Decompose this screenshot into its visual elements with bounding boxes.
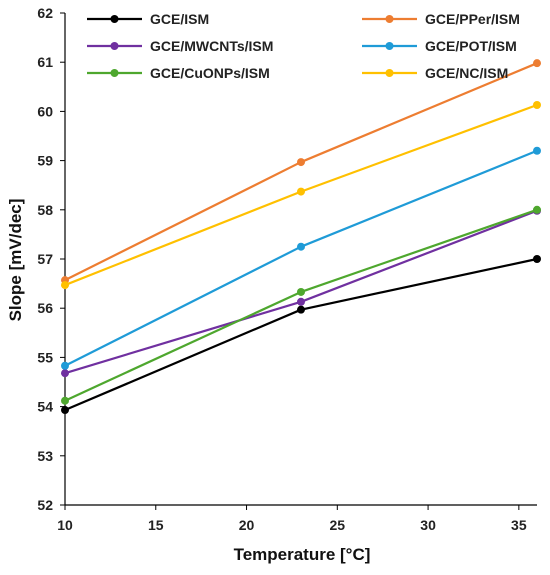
y-tick-label: 57 — [37, 251, 53, 267]
data-point — [61, 281, 69, 290]
data-point — [297, 158, 305, 167]
data-point — [533, 59, 541, 68]
data-point — [297, 242, 305, 251]
legend-label: GCE/POT/ISM — [425, 38, 517, 54]
y-tick-label: 55 — [37, 349, 53, 365]
series-0 — [61, 255, 541, 415]
legend-item: GCE/PPer/ISM — [362, 11, 520, 27]
series-5 — [61, 101, 541, 290]
legend-swatch-marker — [385, 42, 394, 50]
y-tick-label: 61 — [37, 54, 53, 70]
y-axis-title: Slope [mV/dec] — [6, 199, 25, 322]
data-point — [297, 305, 305, 314]
data-point — [533, 205, 541, 214]
data-point — [61, 361, 69, 370]
x-tick-label: 25 — [330, 517, 346, 533]
y-tick-label: 53 — [37, 448, 53, 464]
legend-item: GCE/CuONPs/ISM — [87, 65, 270, 81]
legend-label: GCE/ISM — [150, 11, 209, 27]
series-4 — [61, 205, 541, 405]
legend-swatch-marker — [385, 15, 394, 23]
y-tick-label: 62 — [37, 5, 53, 21]
data-point — [297, 187, 305, 196]
y-tick-label: 52 — [37, 497, 53, 513]
data-point — [533, 146, 541, 155]
legend-swatch-marker — [110, 15, 119, 23]
series-line — [64, 257, 538, 412]
data-point — [61, 369, 69, 378]
data-point — [297, 297, 305, 306]
y-tick-label: 54 — [37, 399, 53, 415]
legend-label: GCE/PPer/ISM — [425, 11, 520, 27]
data-point — [297, 287, 305, 296]
data-point — [61, 396, 69, 405]
legend: GCE/ISM GCE/PPer/ISM GCE/MWCNTs/ISM GCE/POT… — [87, 11, 520, 81]
y-tick-label: 59 — [37, 153, 53, 169]
legend-label: GCE/CuONPs/ISM — [150, 65, 270, 81]
y-tick-label: 60 — [37, 103, 53, 119]
axes: 52 53 54 55 56 57 58 59 60 61 62 10 15 20 25 30 35 — [37, 5, 537, 533]
legend-item: GCE/MWCNTs/ISM — [87, 38, 273, 54]
legend-label: GCE/NC/ISM — [425, 65, 508, 81]
x-tick-label: 10 — [57, 517, 73, 533]
x-axis-title: Temperature [°C] — [234, 545, 371, 564]
x-tick-label: 15 — [148, 517, 164, 533]
x-tick-label: 30 — [420, 517, 436, 533]
y-tick-label: 56 — [37, 300, 53, 316]
legend-swatch-marker — [110, 69, 119, 77]
series-layer — [61, 59, 541, 415]
legend-item: GCE/POT/ISM — [362, 38, 517, 54]
data-point — [61, 406, 69, 415]
series-3 — [61, 146, 541, 370]
legend-item: GCE/ISM — [87, 11, 209, 27]
legend-label: GCE/MWCNTs/ISM — [150, 38, 273, 54]
data-point — [533, 255, 541, 263]
legend-swatch-marker — [110, 42, 119, 50]
x-tick-label: 35 — [511, 517, 527, 533]
legend-item: GCE/NC/ISM — [362, 65, 508, 81]
y-tick-label: 58 — [37, 202, 53, 218]
data-point — [533, 101, 541, 110]
legend-swatch-marker — [385, 69, 394, 77]
series-line — [64, 149, 538, 367]
x-tick-label: 20 — [239, 517, 255, 533]
